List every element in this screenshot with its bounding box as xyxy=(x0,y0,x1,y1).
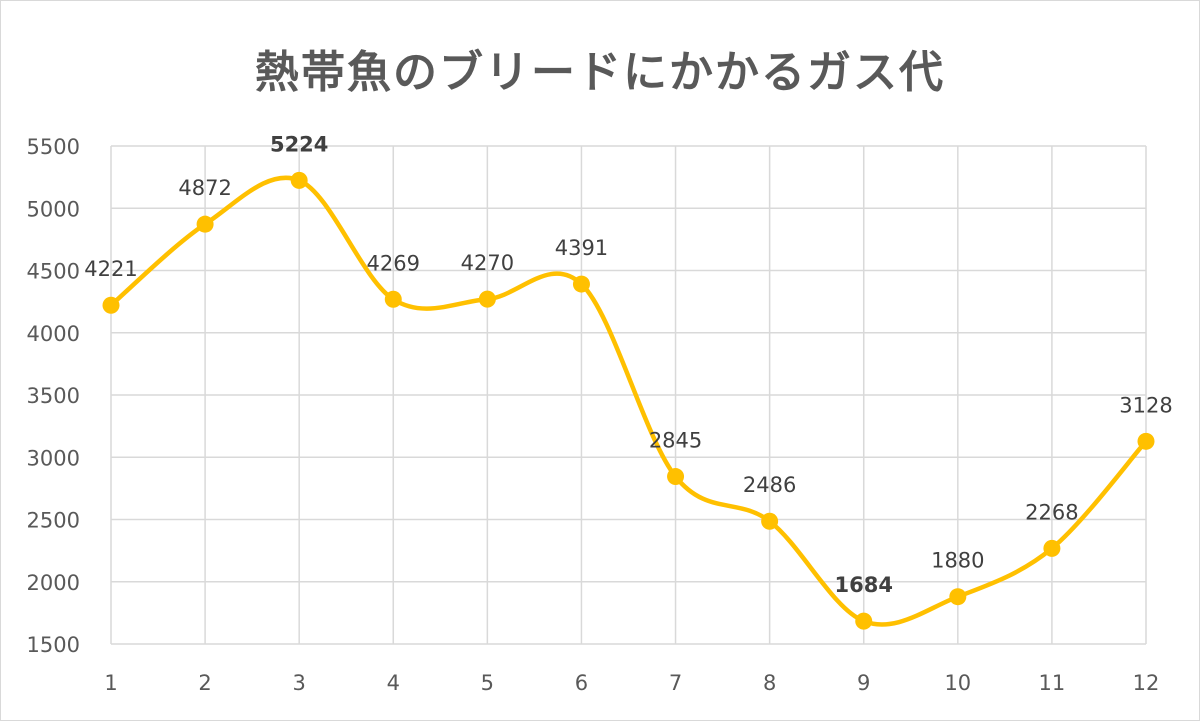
y-tick-label: 3000 xyxy=(27,446,80,470)
data-label: 3128 xyxy=(1119,393,1172,417)
data-point xyxy=(667,468,685,486)
data-label: 1684 xyxy=(835,573,893,597)
y-tick-label: 4500 xyxy=(27,260,80,284)
y-tick-label: 2000 xyxy=(27,571,80,595)
data-labels: 4221 4872 5224 4269 4270 4391 2845 2486 1684 1880… xyxy=(84,132,1172,597)
x-tick-label: 5 xyxy=(481,671,494,695)
data-point xyxy=(290,171,308,189)
x-tick-label: 4 xyxy=(387,671,400,695)
y-tick-label: 5000 xyxy=(27,197,80,221)
x-axis-tick-labels: 1 2 3 4 5 6 7 8 9 10 11 12 xyxy=(104,671,1159,695)
x-tick-label: 10 xyxy=(944,671,971,695)
data-point xyxy=(949,588,967,606)
x-tick-label: 6 xyxy=(575,671,588,695)
y-axis-tick-labels: 1500 2000 2500 3000 3500 4000 4500 5000 5500 xyxy=(27,135,80,657)
x-tick-label: 1 xyxy=(104,671,117,695)
series-line xyxy=(108,175,1149,627)
y-tick-label: 1500 xyxy=(27,633,80,657)
x-tick-label: 9 xyxy=(857,671,870,695)
data-label: 4270 xyxy=(461,251,514,275)
data-point xyxy=(761,512,779,530)
data-label: 1880 xyxy=(931,549,984,573)
y-tick-label: 4000 xyxy=(27,322,80,346)
data-label: 2845 xyxy=(649,429,702,453)
grid xyxy=(110,145,1147,645)
x-tick-label: 8 xyxy=(763,671,776,695)
chart-title: 熱帯魚のブリードにかかるガス代 xyxy=(255,47,945,98)
y-tick-label: 2500 xyxy=(27,509,80,533)
y-tick-label: 3500 xyxy=(27,384,80,408)
data-label: 4269 xyxy=(367,251,420,275)
data-point xyxy=(855,612,873,630)
data-point xyxy=(196,215,214,233)
data-label: 5224 xyxy=(270,132,328,156)
data-point xyxy=(572,275,590,293)
data-label: 4872 xyxy=(178,176,231,200)
x-tick-label: 7 xyxy=(669,671,682,695)
data-point xyxy=(1137,432,1155,450)
data-point xyxy=(102,296,120,314)
data-markers xyxy=(102,171,1155,630)
x-tick-label: 2 xyxy=(198,671,211,695)
y-tick-label: 5500 xyxy=(27,135,80,159)
data-point xyxy=(384,290,402,308)
x-tick-label: 11 xyxy=(1039,671,1066,695)
data-label: 4221 xyxy=(84,257,137,281)
data-point xyxy=(478,290,496,308)
x-tick-label: 12 xyxy=(1133,671,1160,695)
x-tick-label: 3 xyxy=(292,671,305,695)
data-label: 4391 xyxy=(555,236,608,260)
data-point xyxy=(1043,539,1061,557)
data-label: 2268 xyxy=(1025,500,1078,524)
data-label: 2486 xyxy=(743,473,796,497)
